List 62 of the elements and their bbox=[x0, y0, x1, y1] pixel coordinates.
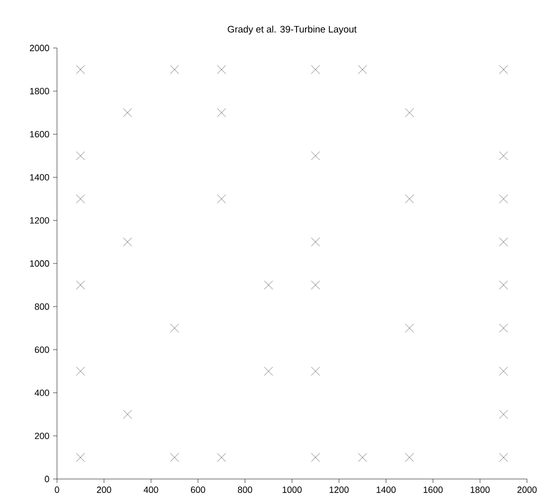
x-tick-label: 800 bbox=[238, 486, 252, 493]
point bbox=[311, 366, 320, 376]
y-tick-label: 400 bbox=[34, 390, 50, 396]
point bbox=[217, 108, 226, 118]
point bbox=[123, 108, 132, 118]
point bbox=[499, 65, 508, 74]
point bbox=[170, 453, 179, 462]
point bbox=[76, 366, 85, 376]
point bbox=[499, 324, 508, 333]
x-tick-label: 0 bbox=[54, 486, 60, 493]
x-tick-label: 600 bbox=[190, 486, 206, 493]
point bbox=[264, 280, 273, 290]
chart-title: Grady et al. 39-Turbine Layout bbox=[228, 26, 357, 34]
point bbox=[76, 194, 85, 204]
point bbox=[217, 453, 226, 462]
point bbox=[217, 194, 226, 204]
point bbox=[405, 108, 414, 118]
point bbox=[76, 280, 85, 290]
point bbox=[311, 280, 320, 290]
point bbox=[311, 65, 320, 74]
y-tick-label: 800 bbox=[34, 303, 50, 310]
point bbox=[499, 194, 508, 204]
y-tick-label: 0 bbox=[44, 476, 50, 482]
x-tick-label: 200 bbox=[96, 486, 112, 493]
point bbox=[217, 65, 226, 74]
x-tick-label: 1600 bbox=[424, 486, 443, 493]
point bbox=[76, 65, 85, 74]
point bbox=[405, 324, 414, 333]
x-tick-label: 400 bbox=[144, 486, 158, 493]
point bbox=[499, 366, 508, 376]
y-tick-label: 1200 bbox=[30, 217, 50, 224]
point bbox=[499, 151, 508, 160]
y-tick-label: 1000 bbox=[30, 260, 50, 267]
point bbox=[499, 280, 508, 290]
y-tick-label: 200 bbox=[34, 432, 50, 440]
point bbox=[311, 151, 320, 160]
point bbox=[170, 324, 179, 333]
point bbox=[264, 366, 273, 376]
point bbox=[358, 453, 367, 462]
x-tick-label: 1800 bbox=[470, 486, 490, 493]
x-tick-label: 2000 bbox=[517, 486, 537, 493]
y-tick-label: 1600 bbox=[30, 131, 50, 138]
point bbox=[123, 410, 132, 419]
y-tick-label: 2000 bbox=[30, 44, 50, 52]
point bbox=[311, 453, 320, 462]
point bbox=[499, 453, 508, 462]
point bbox=[358, 65, 367, 74]
point bbox=[311, 238, 320, 246]
point bbox=[499, 238, 508, 246]
x-tick-label: 1200 bbox=[330, 486, 349, 493]
y-tick-label: 1800 bbox=[30, 88, 50, 94]
point bbox=[123, 238, 132, 246]
point bbox=[405, 453, 414, 462]
y-tick-label: 600 bbox=[34, 346, 50, 353]
point bbox=[170, 65, 179, 74]
y-tick-label: 1400 bbox=[30, 174, 50, 180]
x-tick-label: 1000 bbox=[282, 486, 302, 493]
x-tick-label: 1400 bbox=[376, 486, 396, 493]
point bbox=[76, 453, 85, 462]
point bbox=[76, 151, 85, 160]
point bbox=[405, 194, 414, 204]
point bbox=[499, 410, 508, 419]
